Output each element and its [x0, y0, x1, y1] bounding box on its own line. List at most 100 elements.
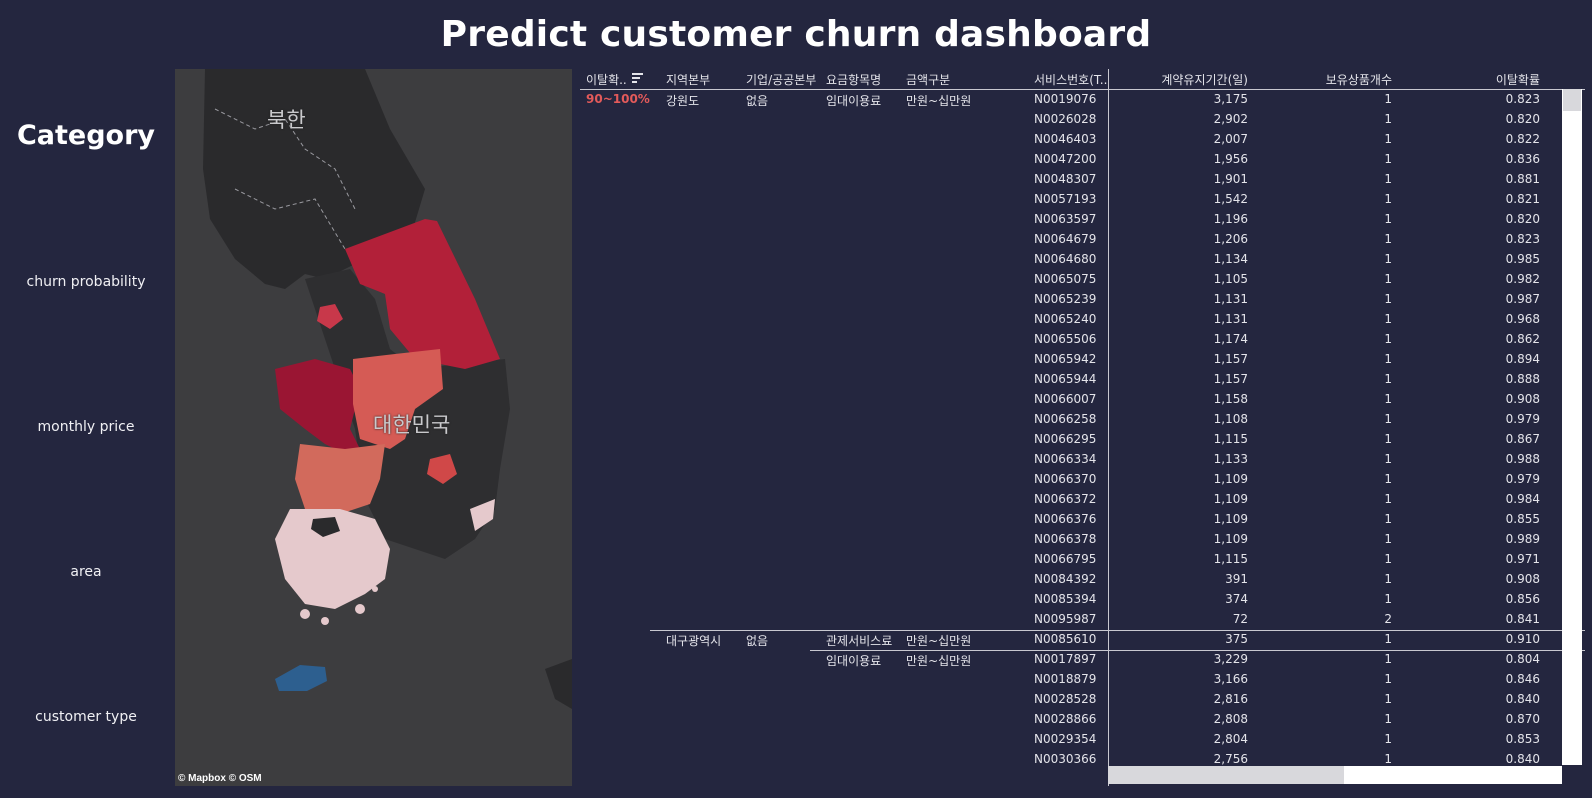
products-cell: 1 [1384, 132, 1392, 146]
amount-cell: 만원~십만원 [906, 94, 972, 108]
prob-cell: 0.987 [1505, 292, 1540, 306]
prob-cell: 0.821 [1505, 192, 1540, 206]
header-band[interactable]: 이탈확.. [586, 73, 627, 87]
days-cell: 3,175 [1213, 92, 1248, 106]
service-number-cell: N0084392 [1034, 572, 1097, 586]
filter-monthly-price[interactable]: monthly price [37, 419, 135, 435]
corp-cell: 없음 [746, 634, 769, 648]
header-divider [580, 89, 1585, 90]
service-number-cell: N0066372 [1034, 492, 1097, 506]
products-cell: 1 [1384, 232, 1392, 246]
prob-cell: 0.971 [1505, 552, 1540, 566]
filter-area[interactable]: area [70, 564, 102, 580]
days-cell: 2,902 [1213, 112, 1248, 126]
header-days[interactable]: 계약유지기간(일) [1161, 73, 1248, 87]
vertical-scrollbar[interactable] [1562, 89, 1582, 765]
prob-cell: 0.823 [1505, 232, 1540, 246]
products-cell: 1 [1384, 92, 1392, 106]
service-number-cell: N0048307 [1034, 172, 1097, 186]
header-corp[interactable]: 기업/공공본부 [746, 73, 817, 87]
products-cell: 1 [1384, 212, 1392, 226]
products-cell: 1 [1384, 552, 1392, 566]
prob-cell: 0.804 [1505, 652, 1540, 666]
prob-cell: 0.846 [1505, 672, 1540, 686]
products-cell: 1 [1384, 312, 1392, 326]
prob-cell: 0.822 [1505, 132, 1540, 146]
amount-cell: 만원~십만원 [906, 634, 972, 648]
item-divider [810, 650, 1585, 651]
products-cell: 1 [1384, 632, 1392, 646]
products-cell: 1 [1384, 672, 1392, 686]
days-cell: 72 [1232, 612, 1248, 626]
products-cell: 1 [1384, 732, 1392, 746]
products-cell: 1 [1384, 652, 1392, 666]
service-number-cell: N0046403 [1034, 132, 1097, 146]
prob-cell: 0.855 [1505, 512, 1540, 526]
header-item[interactable]: 요금항목명 [826, 73, 882, 87]
days-cell: 1,157 [1213, 372, 1248, 386]
products-cell: 1 [1384, 692, 1392, 706]
prob-cell: 0.836 [1505, 152, 1540, 166]
products-cell: 1 [1384, 172, 1392, 186]
gwangju-hole [311, 517, 340, 537]
prob-cell: 0.985 [1505, 252, 1540, 266]
products-cell: 1 [1384, 752, 1392, 766]
days-cell: 2,007 [1213, 132, 1248, 146]
days-cell: 2,804 [1213, 732, 1248, 746]
page-title: Predict customer churn dashboard [440, 14, 1152, 55]
header-products[interactable]: 보유상품개수 [1325, 73, 1392, 87]
prob-cell: 0.841 [1505, 612, 1540, 626]
category-heading: Category [16, 120, 156, 151]
service-number-cell: N0065239 [1034, 292, 1097, 306]
header-region[interactable]: 지역본부 [666, 73, 711, 87]
service-number-cell: N0065942 [1034, 352, 1097, 366]
gyeonggi-region [275, 359, 360, 454]
days-cell: 1,901 [1213, 172, 1248, 186]
ulsan-region [470, 499, 495, 531]
category-panel: Category churn probability monthly price… [0, 70, 172, 790]
prob-cell: 0.979 [1505, 472, 1540, 486]
vertical-scrollbar-thumb[interactable] [1563, 89, 1581, 111]
prob-cell: 0.856 [1505, 592, 1540, 606]
filter-churn-probability[interactable]: churn probability [26, 274, 146, 290]
header-amount[interactable]: 금액구분 [906, 73, 951, 87]
service-number-cell: N0019076 [1034, 92, 1097, 106]
sort-icon[interactable] [632, 73, 643, 84]
service-number-cell: N0065944 [1034, 372, 1097, 386]
horizontal-scrollbar-thumb[interactable] [1108, 766, 1344, 784]
prob-cell: 0.908 [1505, 572, 1540, 586]
prob-cell: 0.820 [1505, 112, 1540, 126]
products-cell: 1 [1384, 472, 1392, 486]
products-cell: 1 [1384, 112, 1392, 126]
header-service[interactable]: 서비스번호(T.. [1034, 73, 1108, 87]
service-number-cell: N0066334 [1034, 452, 1097, 466]
products-cell: 2 [1384, 612, 1392, 626]
map-shapes [203, 69, 572, 709]
region-cell: 대구광역시 [666, 634, 722, 648]
service-number-cell: N0047200 [1034, 152, 1097, 166]
jeonnam-region [275, 509, 390, 609]
days-cell: 1,131 [1213, 292, 1248, 306]
service-number-cell: N0063597 [1034, 212, 1097, 226]
days-cell: 1,196 [1213, 212, 1248, 226]
chungbuk-region [353, 349, 443, 449]
filter-customer-type[interactable]: customer type [35, 709, 137, 725]
prob-cell: 0.982 [1505, 272, 1540, 286]
service-number-cell: N0018879 [1034, 672, 1097, 686]
prob-cell: 0.988 [1505, 452, 1540, 466]
service-number-cell: N0085610 [1034, 632, 1097, 646]
header-prob[interactable]: 이탈확률 [1495, 73, 1540, 87]
daegu-region [427, 454, 457, 484]
item-cell: 임대이용료 [826, 94, 882, 108]
amount-cell: 만원~십만원 [906, 654, 972, 668]
prob-cell: 0.840 [1505, 692, 1540, 706]
service-number-cell: N0095987 [1034, 612, 1097, 626]
map-attribution[interactable]: © Mapbox © OSM [178, 773, 262, 784]
service-number-cell: N0085394 [1034, 592, 1097, 606]
products-cell: 1 [1384, 452, 1392, 466]
days-cell: 1,131 [1213, 312, 1248, 326]
service-number-cell: N0057193 [1034, 192, 1097, 206]
korea-map[interactable]: 북한 대한민국 © Mapbox © OSM [175, 69, 572, 786]
service-number-cell: N0028528 [1034, 692, 1097, 706]
days-cell: 1,115 [1213, 552, 1248, 566]
